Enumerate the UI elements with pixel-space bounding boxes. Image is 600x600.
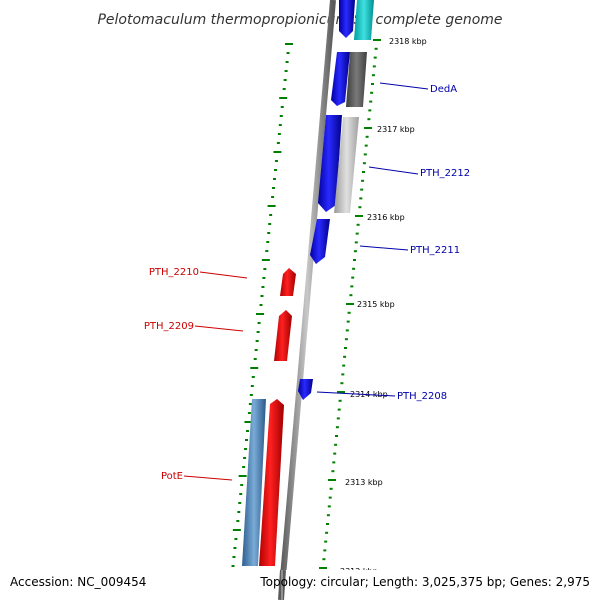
gene-pth2212-blue[interactable] bbox=[318, 115, 342, 212]
gene-label-pth2211[interactable]: PTH_2211 bbox=[410, 245, 460, 256]
gene-features bbox=[298, 0, 374, 400]
gene-deda-blue[interactable] bbox=[331, 52, 350, 106]
kbp-label-2315: 2315 kbp bbox=[357, 300, 395, 309]
accession-text: Accession: NC_009454 bbox=[10, 575, 146, 589]
map-title: Pelotomaculum thermopropionicum SI, comp… bbox=[97, 12, 502, 28]
gene-pth2209[interactable] bbox=[274, 310, 292, 361]
kbp-label-2318: 2318 kbp bbox=[389, 37, 427, 46]
gene-label-deda[interactable]: DedA bbox=[430, 84, 457, 95]
gene-pth2212[interactable] bbox=[334, 117, 359, 213]
scale-ticks bbox=[231, 39, 381, 569]
genome-backbone-tail bbox=[278, 569, 286, 600]
gene-top-blue[interactable] bbox=[339, 0, 355, 38]
gene-labels: DedA PTH_2212 PTH_2211 PTH_2208 PTH_2210… bbox=[144, 84, 470, 482]
kbp-label-2316: 2316 kbp bbox=[367, 213, 405, 222]
gene-label-pth2212[interactable]: PTH_2212 bbox=[420, 168, 470, 179]
gene-label-pth2210[interactable]: PTH_2210 bbox=[149, 267, 199, 278]
gene-cyan[interactable] bbox=[354, 0, 374, 40]
footer-background bbox=[0, 570, 600, 600]
gene-label-pote[interactable]: PotE bbox=[161, 471, 183, 482]
label-leaders bbox=[183, 82, 429, 481]
gene-label-pth2208[interactable]: PTH_2208 bbox=[397, 391, 447, 402]
gene-deda[interactable] bbox=[346, 52, 367, 107]
gene-pth2208[interactable] bbox=[298, 379, 313, 400]
gene-features-left bbox=[242, 268, 296, 566]
summary-text: Topology: circular; Length: 3,025,375 bp… bbox=[259, 575, 590, 589]
gene-pth2211[interactable] bbox=[310, 219, 330, 264]
kbp-label-2313: 2313 kbp bbox=[345, 478, 383, 487]
gene-pote-red[interactable] bbox=[259, 399, 284, 566]
gene-pote[interactable] bbox=[242, 399, 266, 566]
kbp-label-2317: 2317 kbp bbox=[377, 125, 415, 134]
genome-backbone bbox=[278, 0, 336, 600]
gene-label-pth2209[interactable]: PTH_2209 bbox=[144, 321, 194, 332]
gene-pth2210[interactable] bbox=[280, 268, 296, 296]
